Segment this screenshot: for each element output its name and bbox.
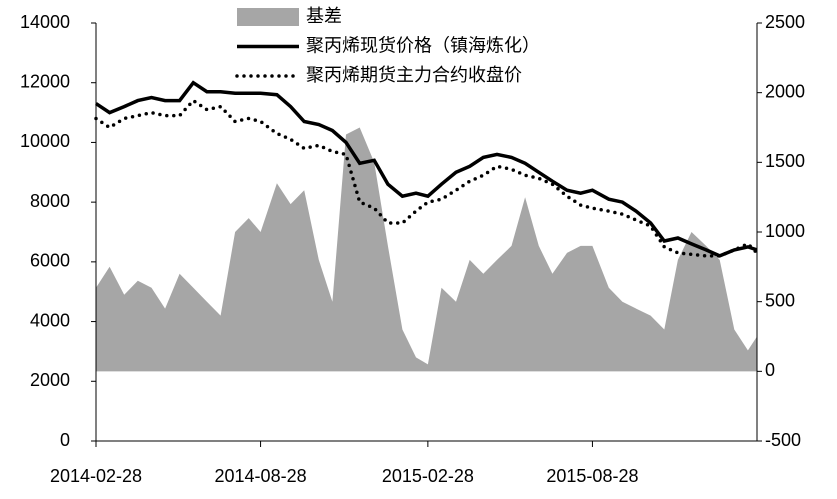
spot-line	[95, 80, 758, 258]
y2-tick-label: 500	[765, 290, 795, 310]
y-tick-label: 10000	[20, 131, 70, 151]
y2-tick-label: 2500	[765, 12, 805, 32]
legend-label: 聚丙烯期货主力合约收盘价	[306, 65, 522, 85]
y-tick-label: 4000	[30, 310, 70, 330]
y2-tick-label: 1000	[765, 221, 805, 241]
futures-line	[94, 98, 759, 258]
y-tick-label: 2000	[30, 370, 70, 390]
x-tick-label: 2014-02-28	[50, 466, 142, 486]
y-tick-label: 6000	[30, 251, 70, 271]
x-tick-label: 2015-02-28	[382, 466, 474, 486]
legend-swatch	[237, 8, 299, 26]
legend-label: 基差	[306, 6, 342, 26]
basis-area	[96, 127, 757, 372]
y-tick-label: 14000	[20, 12, 70, 32]
y2-tick-label: 2000	[765, 81, 805, 101]
x-tick-label: 2015-08-28	[546, 466, 638, 486]
x-tick-label: 2014-08-28	[215, 466, 307, 486]
y-tick-label: 12000	[20, 71, 70, 91]
y2-tick-label: 0	[765, 360, 775, 380]
y-tick-label: 0	[60, 430, 70, 450]
y-tick-label: 8000	[30, 191, 70, 211]
legend-label: 聚丙烯现货价格（镇海炼化）	[306, 35, 540, 55]
y2-tick-label: -500	[765, 430, 801, 450]
y2-tick-label: 1500	[765, 151, 805, 171]
